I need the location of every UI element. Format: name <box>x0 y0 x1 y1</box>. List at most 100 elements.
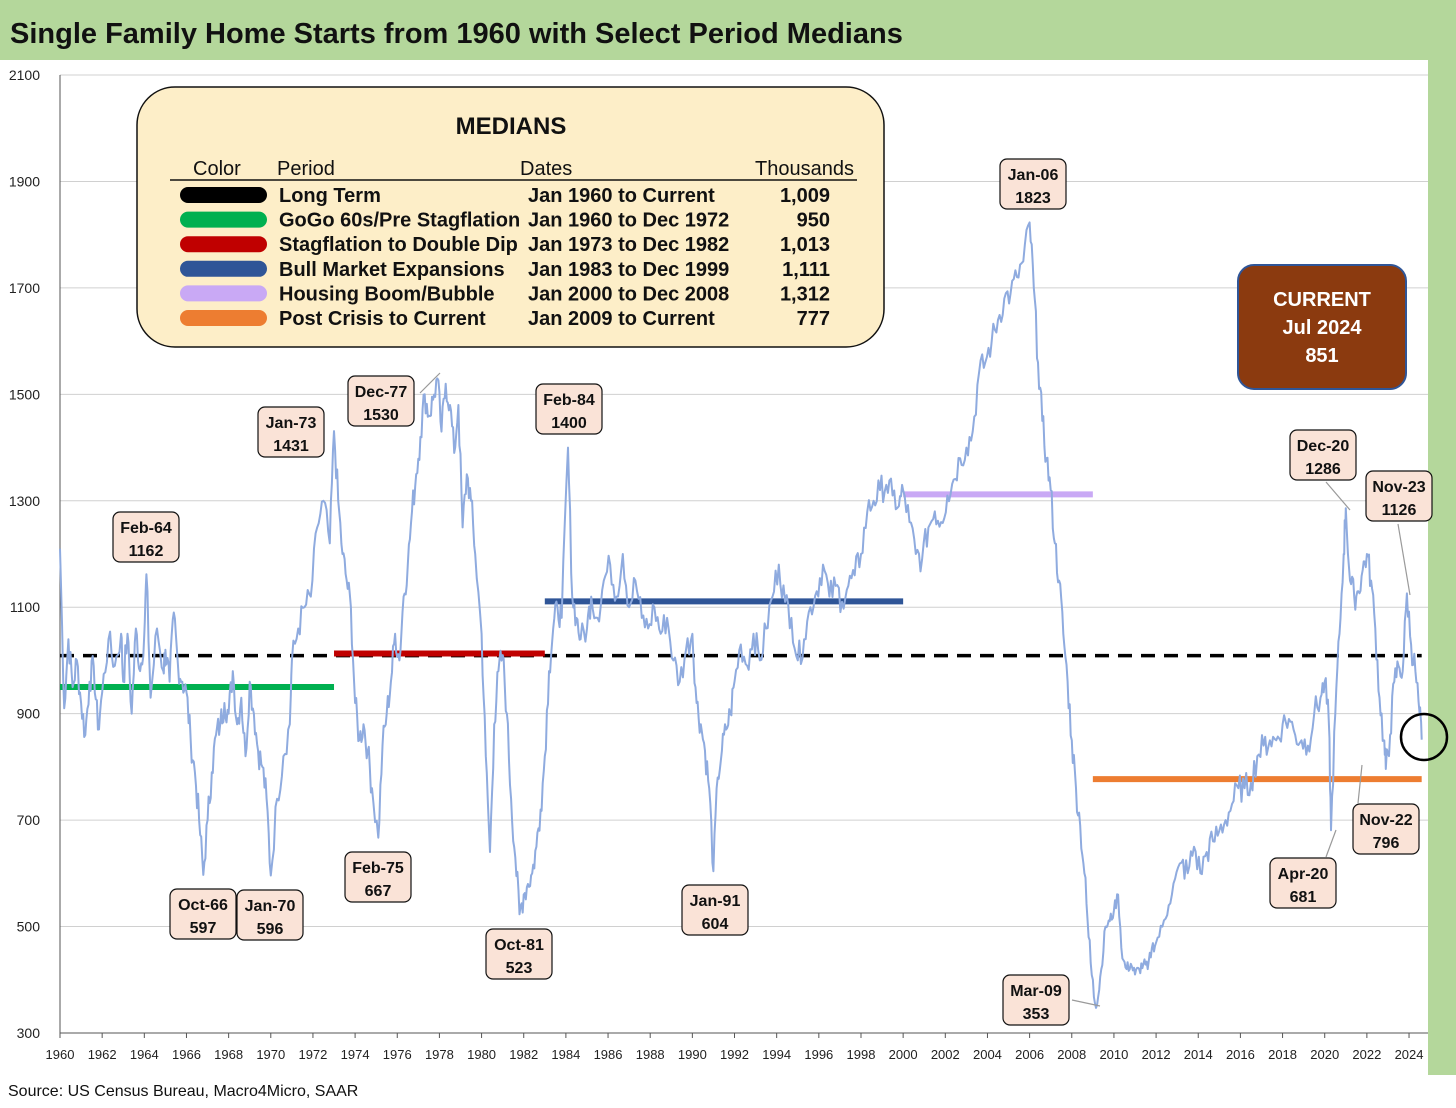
annotation-value: 596 <box>257 921 284 938</box>
legend-period: GoGo 60s/Pre Stagflation <box>279 210 520 232</box>
annotation-box <box>344 851 412 903</box>
x-tick-label: 1998 <box>847 1047 876 1062</box>
legend-dates: Jan 1960 to Dec 1972 <box>528 210 729 232</box>
annotation-box <box>1002 974 1070 1026</box>
chart-title: Single Family Home Starts from 1960 with… <box>10 18 903 50</box>
x-tick-label: 1976 <box>383 1047 412 1062</box>
x-tick-label: 1992 <box>720 1047 749 1062</box>
current-point-circle <box>1399 712 1449 762</box>
legend-swatch <box>180 236 267 253</box>
x-tick-label: 2018 <box>1268 1047 1297 1062</box>
legend-period: Post Crisis to Current <box>279 308 486 330</box>
legend-value: 777 <box>797 308 830 330</box>
annotation-date: Feb-64 <box>120 520 172 537</box>
current-date: Jul 2024 <box>1283 317 1363 339</box>
x-tick-label: 1986 <box>594 1047 623 1062</box>
x-tick-label: 1996 <box>804 1047 833 1062</box>
y-tick-label: 1100 <box>10 599 40 615</box>
annotation-leader <box>1397 523 1411 596</box>
legend-value: 1,312 <box>780 283 830 305</box>
x-tick-label: 2002 <box>931 1047 960 1062</box>
legend-swatch <box>180 187 267 203</box>
y-tick-label: 700 <box>17 812 41 828</box>
x-tick-label: 2020 <box>1310 1047 1339 1062</box>
legend-period: Bull Market Expansions <box>279 259 505 281</box>
annotation-box <box>1269 857 1337 909</box>
annotation-box <box>535 383 603 435</box>
x-tick-label: 1994 <box>762 1047 791 1062</box>
legend-dates: Jan 1973 to Dec 1982 <box>528 234 729 256</box>
legend-value: 1,111 <box>782 259 830 281</box>
annotation-leader <box>1357 764 1363 804</box>
x-tick-label: 1988 <box>636 1047 665 1062</box>
x-tick-label: 2022 <box>1352 1047 1381 1062</box>
annotation-leader <box>1325 481 1351 511</box>
x-tick-label: 1960 <box>46 1047 75 1062</box>
legend-header-thousands: Thousands <box>755 158 854 180</box>
x-tick-label: 2004 <box>973 1047 1002 1062</box>
current-value: 851 <box>1305 345 1338 367</box>
legend-period: Housing Boom/Bubble <box>279 283 495 305</box>
annotation-date: Feb-84 <box>543 392 595 409</box>
annotation-value: 597 <box>190 920 217 937</box>
source-note: Source: US Census Bureau, Macro4Micro, S… <box>8 1083 359 1100</box>
annotation-date: Jan-70 <box>245 898 296 915</box>
legend-dates: Jan 2000 to Dec 2008 <box>528 283 729 305</box>
annotation-date: Feb-75 <box>352 860 404 877</box>
y-tick-label: 1300 <box>9 493 40 509</box>
current-callout: CURRENT Jul 2024 851 <box>1237 264 1407 390</box>
current-label: CURRENT <box>1273 289 1371 311</box>
x-tick-label: 2006 <box>1015 1047 1044 1062</box>
x-tick-label: 1966 <box>172 1047 201 1062</box>
x-tick-label: 2010 <box>1099 1047 1128 1062</box>
annotation-value: 523 <box>506 960 533 977</box>
series-line <box>59 221 1423 1009</box>
legend-rows: Long Term Jan 1960 to Current 1,009 GoGo 60… <box>180 185 830 330</box>
legend-swatch <box>180 285 267 302</box>
leader-layer <box>419 372 1411 1007</box>
legend-swatch <box>180 211 267 228</box>
annotation-leader <box>419 372 441 394</box>
legend-header-color: Color <box>193 158 241 180</box>
x-tick-label: 1974 <box>341 1047 370 1062</box>
legend-header-period: Period <box>277 158 335 180</box>
annotation-box <box>257 406 325 458</box>
annotation-value: 681 <box>1290 889 1317 906</box>
x-tick-label: 1964 <box>130 1047 159 1062</box>
x-tick-label: 1968 <box>214 1047 243 1062</box>
x-tick-label: 1980 <box>467 1047 496 1062</box>
legend-period: Stagflation to Double Dip <box>279 234 518 256</box>
x-tick-label: 2014 <box>1184 1047 1213 1062</box>
x-tick-label: 1972 <box>298 1047 327 1062</box>
annotation-date: Jan-73 <box>266 415 317 432</box>
annotation-layer: Feb-64 1162 Oct-66 597 Jan-70 596 Jan-73 1431 Fe… <box>112 158 1433 1026</box>
axis-layer: 300 500 700 900 1100 1300 1500 1700 1900 2100 1960… <box>9 67 1428 1062</box>
y-tick-label: 1700 <box>9 280 40 296</box>
x-tick-label: 2012 <box>1142 1047 1171 1062</box>
y-tick-label: 2100 <box>9 67 40 83</box>
x-tick-label: 2016 <box>1226 1047 1255 1062</box>
x-tick-label: 1990 <box>678 1047 707 1062</box>
medians-legend: MEDIANS Color Period Dates Thousands Lon… <box>136 86 885 348</box>
y-tick-label: 500 <box>17 919 41 935</box>
medians-legend-title: MEDIANS <box>456 113 567 140</box>
annotation-date: Nov-22 <box>1359 812 1412 829</box>
annotation-value: 1162 <box>129 543 164 560</box>
x-tick-label: 2008 <box>1057 1047 1086 1062</box>
legend-dates: Jan 1983 to Dec 1999 <box>528 259 729 281</box>
annotation-box <box>169 888 237 940</box>
y-tick-label: 300 <box>17 1025 41 1041</box>
legend-swatch <box>180 310 267 326</box>
x-tick-label: 2000 <box>889 1047 918 1062</box>
annotation-value: 1530 <box>363 407 399 424</box>
legend-dates: Jan 1960 to Current <box>528 185 715 207</box>
annotation-box <box>485 928 553 980</box>
annotation-leader <box>1325 829 1337 858</box>
annotation-box <box>236 889 304 941</box>
x-tick-label: 1984 <box>551 1047 580 1062</box>
median-layer <box>60 491 1422 783</box>
annotation-box <box>1365 470 1433 522</box>
x-tick-label: 1978 <box>425 1047 454 1062</box>
x-tick-label: 1982 <box>509 1047 538 1062</box>
